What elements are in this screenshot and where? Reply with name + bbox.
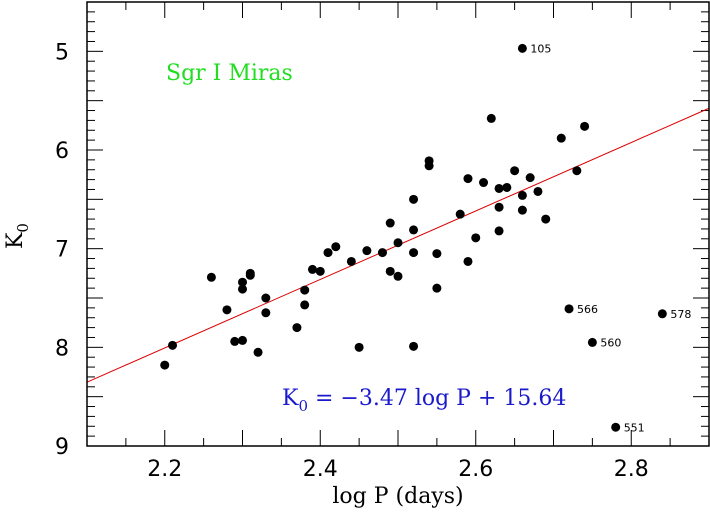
data-point-label: 560 bbox=[600, 336, 621, 349]
data-point bbox=[463, 256, 473, 266]
data-point bbox=[206, 272, 216, 282]
x-tick-label: 2.6 bbox=[458, 457, 493, 482]
data-point bbox=[238, 277, 247, 287]
y-axis-title-main: K bbox=[3, 232, 28, 249]
data-point bbox=[510, 166, 520, 176]
data-point bbox=[494, 202, 504, 212]
data-point bbox=[230, 336, 240, 346]
x-tick-label: 2.2 bbox=[147, 457, 182, 482]
data-point bbox=[253, 347, 263, 357]
data-point bbox=[502, 182, 512, 192]
y-tick-label: 5 bbox=[55, 40, 69, 65]
data-point bbox=[385, 218, 395, 228]
data-point bbox=[331, 242, 341, 252]
data-point bbox=[432, 249, 442, 259]
data-point bbox=[525, 173, 535, 183]
data-point bbox=[393, 271, 403, 281]
data-point bbox=[409, 194, 419, 204]
plot-frame bbox=[86, 1, 710, 447]
data-point bbox=[486, 113, 496, 123]
data-point-label: 578 bbox=[670, 308, 691, 321]
x-tick-label: 2.4 bbox=[303, 457, 338, 482]
data-point bbox=[611, 422, 621, 432]
x-axis-title: log P (days) bbox=[332, 484, 463, 509]
data-point bbox=[315, 266, 325, 276]
x-tick-label: 2.8 bbox=[614, 457, 649, 482]
data-point bbox=[377, 248, 387, 258]
data-point bbox=[587, 337, 597, 347]
data-point bbox=[346, 256, 356, 266]
data-point-label: 105 bbox=[530, 42, 551, 55]
data-point bbox=[409, 248, 419, 258]
data-point bbox=[479, 178, 489, 188]
data-point bbox=[564, 304, 574, 314]
data-point bbox=[323, 248, 333, 258]
fit-equation-lhs-subscript: 0 bbox=[298, 397, 308, 415]
data-point bbox=[238, 335, 247, 345]
data-point bbox=[362, 246, 372, 256]
point-labels: 105 566 560 551 578 bbox=[530, 42, 691, 434]
y-tick-label: 9 bbox=[55, 435, 69, 460]
data-point bbox=[307, 264, 317, 274]
data-point bbox=[471, 233, 481, 243]
data-point bbox=[393, 238, 403, 248]
fit-equation-rhs: = −3.47 log P + 15.64 bbox=[308, 386, 566, 411]
data-point bbox=[168, 340, 178, 350]
tick-labels: 2.2 2.4 2.6 2.8 5 6 7 8 9 bbox=[55, 40, 649, 482]
data-point bbox=[432, 283, 442, 293]
data-point bbox=[292, 323, 302, 333]
data-point-label: 551 bbox=[624, 421, 645, 434]
sgr-annotation: Sgr I Miras bbox=[166, 61, 293, 86]
data-point bbox=[409, 341, 419, 351]
data-point bbox=[572, 166, 582, 176]
data-point bbox=[245, 268, 255, 278]
svg-text:K0: K0 bbox=[3, 223, 32, 249]
data-point bbox=[238, 284, 247, 294]
data-point bbox=[517, 190, 527, 200]
data-point bbox=[494, 183, 504, 193]
y-tick-label: 7 bbox=[55, 238, 69, 263]
data-point bbox=[300, 300, 310, 310]
fit-equation-lhs: K bbox=[282, 386, 299, 411]
y-axis-title-subscript: 0 bbox=[14, 223, 32, 233]
data-point bbox=[494, 226, 504, 236]
data-point bbox=[657, 309, 667, 319]
data-point bbox=[261, 308, 271, 318]
data-point bbox=[463, 174, 473, 184]
data-point bbox=[533, 186, 543, 196]
y-tick-label: 6 bbox=[55, 139, 69, 164]
axis-ticks bbox=[86, 1, 710, 447]
data-point bbox=[455, 209, 465, 219]
y-axis-title: K0 bbox=[3, 223, 32, 249]
data-point bbox=[160, 360, 170, 370]
y-tick-label: 8 bbox=[55, 336, 69, 361]
data-point bbox=[424, 161, 434, 171]
data-point bbox=[517, 43, 527, 53]
data-point bbox=[222, 305, 232, 315]
data-point bbox=[300, 285, 310, 295]
data-point bbox=[409, 225, 419, 235]
data-point bbox=[541, 214, 551, 224]
fit-equation: K0 = −3.47 log P + 15.64 bbox=[282, 386, 566, 415]
data-point bbox=[556, 133, 566, 143]
data-point-label: 566 bbox=[577, 303, 598, 316]
data-point bbox=[580, 121, 590, 131]
data-point bbox=[261, 293, 271, 303]
data-point bbox=[517, 205, 527, 215]
data-point bbox=[385, 266, 395, 276]
data-point bbox=[354, 342, 364, 352]
data-points bbox=[160, 43, 667, 432]
